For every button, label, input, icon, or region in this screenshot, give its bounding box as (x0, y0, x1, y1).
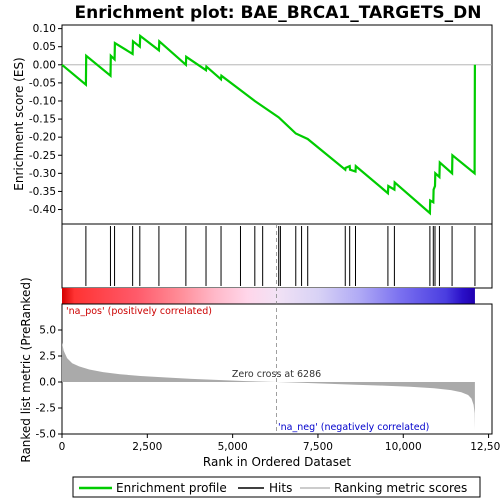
x-tick-label: 2,500 (132, 441, 162, 453)
rank-y-tick-label: 0.0 (39, 377, 56, 389)
legend-hits-label: Hits (269, 481, 292, 495)
rank-colorbar (62, 288, 475, 304)
legend-metric-label: Ranking metric scores (334, 481, 467, 495)
es-y-tick-label: 0.00 (33, 59, 56, 71)
rank-y-axis-label: Ranked list metric (PreRanked) (19, 277, 33, 462)
es-y-tick-label: -0.30 (29, 168, 56, 180)
positive-correlation-label: 'na_pos' (positively correlated) (66, 306, 212, 317)
zero-cross-label: Zero cross at 6286 (232, 369, 321, 380)
enrichment-profile-line (61, 33, 476, 216)
es-y-tick-label: -0.10 (29, 95, 56, 107)
es-plot-frame (61, 24, 493, 225)
es-y-tick-label: -0.20 (29, 132, 56, 144)
es-panel: 0.10 0.05 0.00 -0.05 -0.10 -0.15 -0.20 -0.25 -0.… (12, 23, 493, 225)
es-y-axis-label: Enrichment score (ES) (12, 57, 26, 190)
x-tick-label: 5,000 (218, 441, 248, 453)
es-y-tick-label: -0.25 (29, 150, 56, 162)
legend: Enrichment profile Hits Ranking metric s… (72, 476, 481, 498)
x-tick-label: 7,500 (303, 441, 333, 453)
rank-y-ticks: 5.0 2.5 0.0 -2.5 -5.0 (36, 325, 62, 441)
es-y-ticks: 0.10 0.05 0.00 -0.05 -0.10 -0.15 -0.20 -0.25 -0.… (29, 23, 62, 216)
x-tick-label: 0 (59, 441, 66, 453)
rank-y-tick-label: 2.5 (39, 351, 56, 363)
rank-plot-frame (61, 303, 493, 435)
x-tick-label: 10,000 (385, 441, 422, 453)
hit-lines (85, 226, 476, 286)
negative-correlation-label: 'na_neg' (negatively correlated) (278, 422, 429, 433)
rank-y-tick-label: 5.0 (39, 325, 56, 337)
hits-panel (61, 223, 493, 289)
es-y-tick-label: -0.05 (29, 77, 56, 89)
chart-title: Enrichment plot: BAE_BRCA1_TARGETS_DN (74, 3, 481, 23)
colorbar-gradient (62, 288, 475, 304)
hits-frame (61, 223, 493, 289)
x-axis: 0 2,500 5,000 7,500 10,000 12,500 (59, 434, 500, 453)
legend-enrichment-label: Enrichment profile (116, 481, 227, 495)
es-y-tick-label: 0.10 (33, 23, 56, 35)
rank-y-tick-label: -5.0 (36, 429, 57, 441)
es-y-tick-label: 0.05 (33, 41, 56, 53)
rank-panel: 5.0 2.5 0.0 -2.5 -5.0 'na_pos' (positively c… (19, 224, 493, 463)
rank-y-tick-label: -2.5 (36, 403, 57, 415)
es-y-tick-label: -0.15 (29, 114, 56, 126)
x-axis-label: Rank in Ordered Dataset (203, 455, 351, 469)
es-y-tick-label: -0.40 (29, 204, 56, 216)
x-tick-label: 12,500 (470, 441, 500, 453)
legend-frame (72, 476, 481, 498)
es-y-tick-label: -0.35 (29, 186, 56, 198)
